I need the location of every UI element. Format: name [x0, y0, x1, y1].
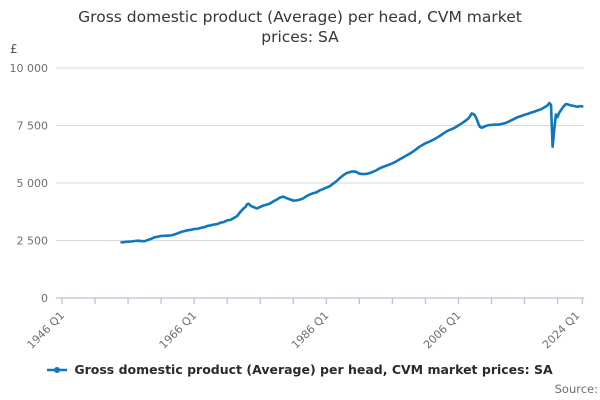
x-axis-tick-label: 1966 Q1: [157, 309, 200, 352]
legend-line-marker-icon: [47, 366, 68, 373]
x-axis-tick-label: 1946 Q1: [25, 309, 68, 352]
legend-item[interactable]: Gross domestic product (Average) per hea…: [47, 362, 553, 377]
y-axis-tick-label: 10 000: [10, 62, 49, 75]
chart-plot-area: 10 000 7 500 5 000 2 500 0 1946 Q1 1966 Q1 1986…: [10, 62, 584, 352]
y-axis-tick-label: 2 500: [17, 235, 49, 248]
y-axis-tick-label: 5 000: [17, 177, 49, 190]
legend: Gross domestic product (Average) per hea…: [0, 362, 600, 377]
gdp-per-head-series-line: [120, 101, 584, 244]
x-axis-tick-label: 1986 Q1: [289, 309, 332, 352]
y-axis-tick-label: 7 500: [17, 120, 49, 133]
source-label: Source:: [554, 382, 598, 396]
y-axis-unit-label: £: [10, 42, 18, 56]
legend-label: Gross domestic product (Average) per hea…: [74, 362, 553, 377]
x-axis-tick-label: 2006 Q1: [421, 309, 464, 352]
y-axis-tick-label: 0: [41, 292, 48, 305]
x-axis-tick-label: 2024 Q1: [540, 309, 583, 352]
chart-title: Gross domestic product (Average) per hea…: [78, 8, 522, 47]
